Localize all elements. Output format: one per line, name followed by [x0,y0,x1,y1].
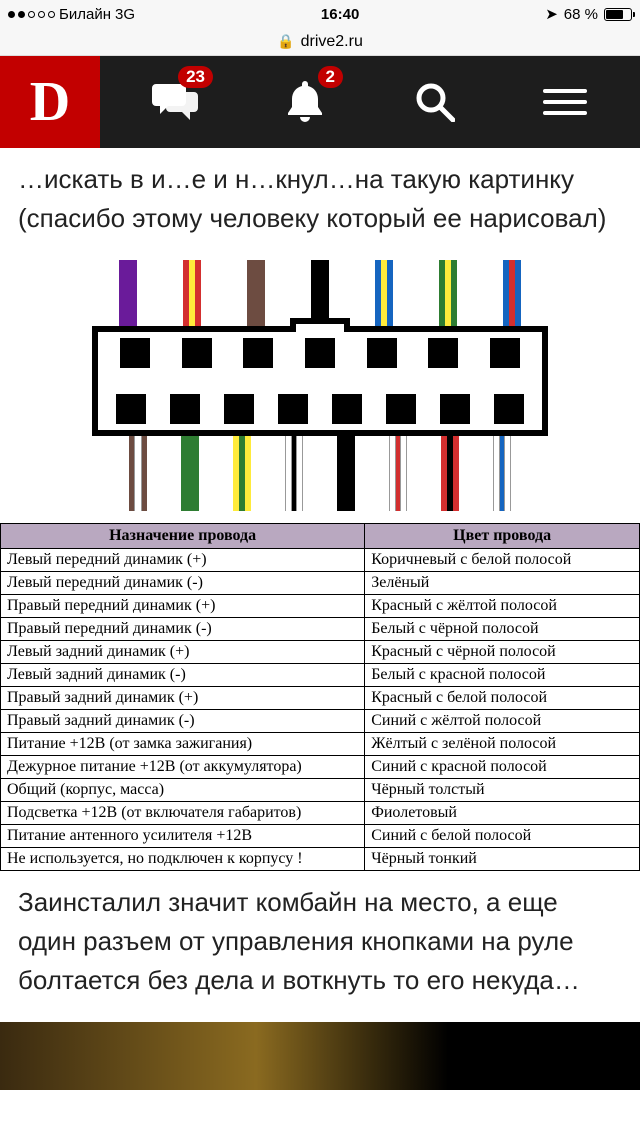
table-row: Левый задний динамик (-)Белый с красной … [1,664,640,687]
table-row: Правый задний динамик (+)Красный с белой… [1,687,640,710]
article-text-top: …искать в и…е и н…кнул…на такую картинку… [0,148,640,250]
network-label: 3G [115,6,135,23]
ios-status-bar: Билайн 3G 16:40 ➤ 68 % [0,0,640,28]
table-row: Питание +12В (от замка зажигания)Жёлтый … [1,733,640,756]
table-header: Цвет провода [365,524,640,549]
messages-icon[interactable]: 23 [145,72,205,132]
table-header: Назначение провода [1,524,365,549]
carrier-label: Билайн [59,6,111,23]
app-header: D 23 2 [0,56,640,148]
wire [285,431,303,511]
wire [233,431,251,511]
lock-icon: 🔒 [277,33,294,50]
wire [129,431,147,511]
notifications-icon[interactable]: 2 [275,72,335,132]
wire [181,431,199,511]
table-row: Питание антенного усилителя +12ВСиний с … [1,825,640,848]
wire [389,431,407,511]
signal-dots [8,11,55,18]
search-icon[interactable] [405,72,465,132]
messages-badge: 23 [178,66,213,88]
clock: 16:40 [321,6,359,23]
wire [503,260,521,330]
connector-body [92,326,548,436]
wire [441,431,459,511]
table-row: Левый передний динамик (-)Зелёный [1,572,640,595]
table-row: Левый передний динамик (+)Коричневый с б… [1,549,640,572]
next-image-strip[interactable] [0,1022,640,1090]
location-icon: ➤ [545,5,558,23]
article-text-bottom: Заинсталил значит комбайн на место, а ещ… [0,871,640,1012]
table-row: Подсветка +12В (от включателя габаритов)… [1,802,640,825]
connector-diagram [0,250,640,515]
wire [119,260,137,330]
wire-table: Назначение проводаЦвет провода Левый пер… [0,523,640,871]
battery-icon [604,8,632,21]
table-row: Дежурное питание +12В (от аккумулятора)С… [1,756,640,779]
menu-icon[interactable] [535,72,595,132]
url-text: drive2.ru [301,33,363,51]
wire [183,260,201,330]
table-row: Общий (корпус, масса)Чёрный толстый [1,779,640,802]
table-row: Правый задний динамик (-)Синий с жёлтой … [1,710,640,733]
table-row: Левый задний динамик (+)Красный с чёрной… [1,641,640,664]
wire [337,431,355,511]
table-row: Правый передний динамик (+)Красный с жёл… [1,595,640,618]
notifications-badge: 2 [318,66,343,88]
wire [247,260,265,330]
wire [493,431,511,511]
battery-pct: 68 % [564,6,598,23]
browser-url-bar[interactable]: 🔒 drive2.ru [0,28,640,56]
wire [375,260,393,330]
site-logo[interactable]: D [0,56,100,148]
table-row: Правый передний динамик (-)Белый с чёрно… [1,618,640,641]
table-row: Не используется, но подключен к корпусу … [1,848,640,871]
wire [439,260,457,330]
